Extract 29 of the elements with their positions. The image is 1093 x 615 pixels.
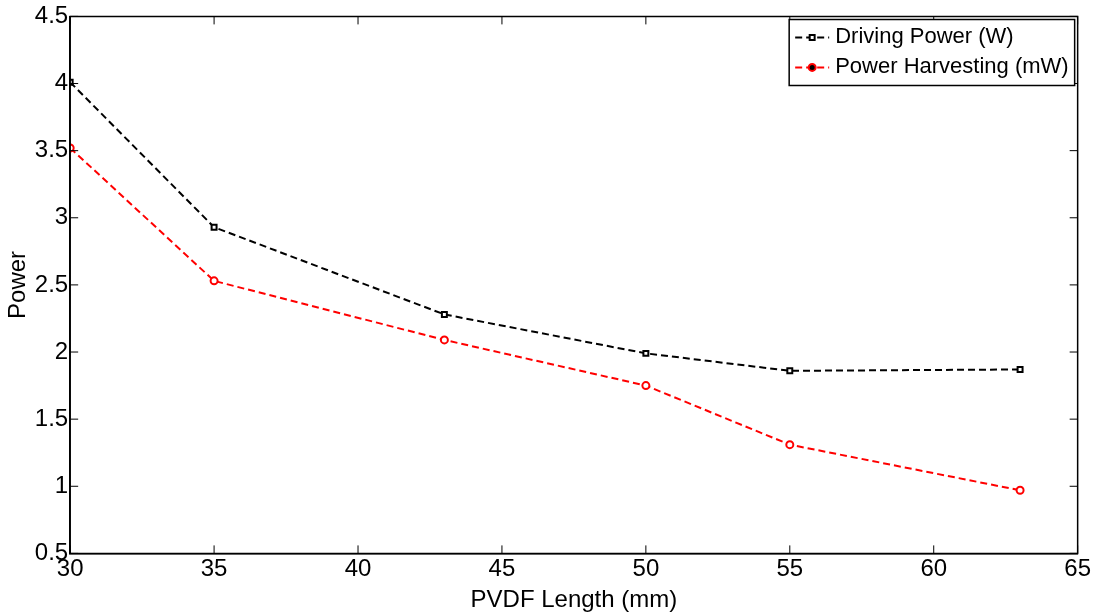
point	[440, 310, 448, 318]
y-tick-label: 2	[54, 336, 69, 364]
x-tick-label: 65	[1064, 554, 1091, 582]
y-tick-label: 3	[54, 202, 69, 230]
x-tick-label: 50	[632, 554, 660, 582]
point	[785, 440, 795, 450]
y-tick-label: 2.5	[34, 269, 69, 297]
y-axis-title: Power	[3, 250, 31, 319]
x-tick-label: 45	[488, 554, 516, 582]
point	[786, 367, 794, 375]
point	[642, 349, 650, 357]
point	[641, 381, 651, 391]
y-tick-label: 1.5	[34, 403, 69, 431]
point	[209, 276, 219, 286]
point	[439, 335, 449, 345]
y-tick-label: 1	[54, 470, 69, 498]
x-tick-label: 55	[776, 554, 804, 582]
x-tick-label: 35	[200, 554, 228, 582]
y-tick-label: 4.5	[34, 1, 69, 29]
point	[1015, 485, 1025, 495]
point	[210, 223, 218, 231]
x-tick-label: 40	[344, 554, 372, 582]
x-tick-label: 60	[920, 554, 948, 582]
legend-label: Driving Power (W)	[835, 23, 1014, 49]
x-axis-title: PVDF Length (mm)	[470, 585, 678, 613]
point	[1016, 366, 1024, 373]
y-tick-label: 3.5	[34, 135, 69, 163]
y-tick-label: 4	[54, 68, 69, 96]
legend-label: Power Harvesting (mW)	[835, 53, 1069, 79]
